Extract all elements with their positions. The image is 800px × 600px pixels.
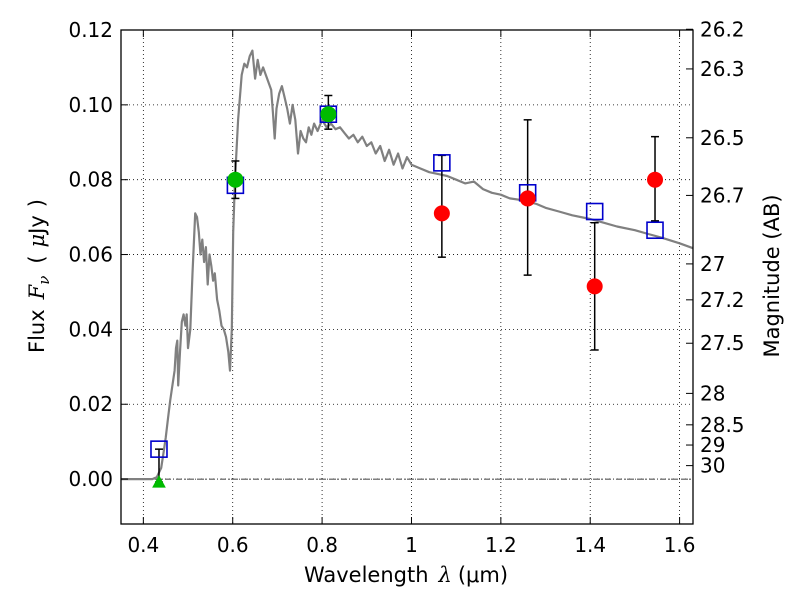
y2-tick-label: 29 (700, 433, 725, 457)
measured-points (152, 106, 664, 488)
y-axis-label: FluxFν(μJy) (25, 199, 53, 353)
model-square-marker (585, 202, 604, 221)
x-tick-label: 1 (405, 533, 418, 557)
y2-tick-label: 27.2 (700, 288, 745, 312)
y2-tick-label: 26.5 (700, 126, 745, 150)
y2-tick-label: 30 (700, 454, 725, 478)
y2-axis-label: Magnitude (AB) (760, 194, 784, 357)
y2-tick-label: 27 (700, 252, 725, 276)
x-tick-label: 0.6 (217, 533, 249, 557)
nir-detection-marker (586, 278, 603, 295)
y2-tick-label: 28.5 (700, 413, 745, 437)
x-axis: 0.4 0.6 0.8 1 1.2 1.4 1.6 (127, 30, 696, 557)
error-bars (154, 94, 660, 483)
x-tick-label: 1.6 (664, 533, 696, 557)
y2-tick-label: 26.3 (700, 57, 745, 81)
x-tick-label: 1.4 (574, 533, 606, 557)
nir-detection-marker (647, 171, 664, 188)
spectrum-line (121, 49, 694, 481)
upper-limit-marker (152, 475, 166, 488)
y2-tick-label: 27.5 (700, 331, 745, 355)
y2-tick-label: 26.7 (700, 183, 745, 207)
y-tick-label: 0.06 (68, 243, 113, 267)
y-tick-label: 0.02 (68, 392, 113, 416)
model-square-marker (433, 154, 451, 172)
model-square-marker (646, 221, 664, 240)
x-tick-label: 0.8 (306, 533, 338, 557)
x-tick-label: 0.4 (127, 533, 159, 557)
optical-detection-marker (320, 106, 337, 123)
y-tick-label: 0.00 (68, 467, 113, 491)
y-axis: 0.00 0.02 0.04 0.06 0.08 0.10 0.12 (68, 18, 128, 491)
y2-tick-label: 28 (700, 381, 725, 405)
y-tick-label: 0.08 (68, 168, 113, 192)
y2-tick-label: 26.2 (700, 17, 745, 41)
optical-detection-marker (227, 171, 244, 188)
y-tick-label: 0.04 (68, 317, 113, 341)
x-axis-label: Wavelength λ (μm) (304, 563, 508, 587)
y-tick-label: 0.10 (68, 93, 113, 117)
nir-detection-marker (519, 190, 536, 207)
spectrum-series (121, 49, 694, 481)
plot-frame (120, 29, 694, 525)
x-tick-label: 1.2 (485, 533, 517, 557)
y-tick-label: 0.12 (68, 18, 113, 42)
model-square-marker (150, 440, 168, 458)
nir-detection-marker (433, 205, 450, 222)
